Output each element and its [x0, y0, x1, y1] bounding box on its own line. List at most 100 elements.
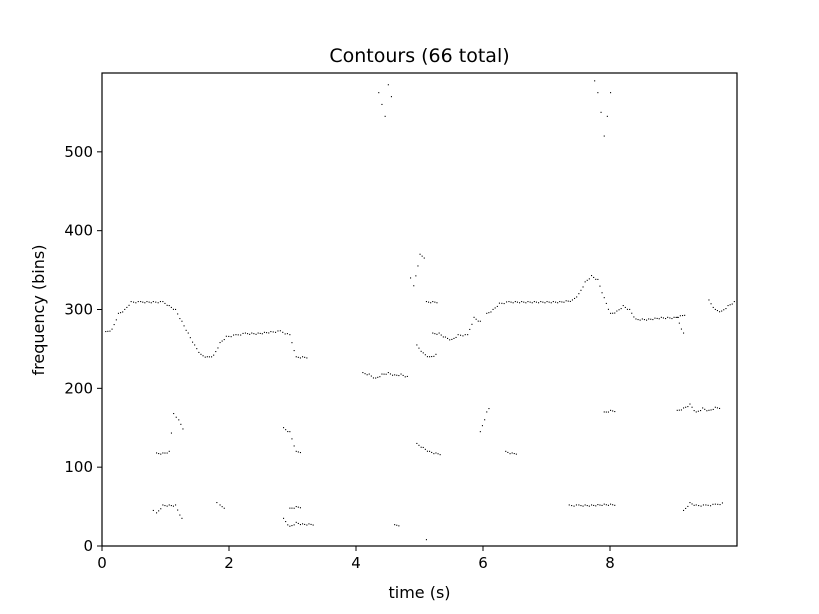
contour-point [242, 332, 244, 334]
contour-point [158, 453, 160, 455]
contour-point [544, 302, 546, 304]
contour-point [177, 509, 179, 511]
contour-point [527, 301, 529, 303]
contour-point [712, 408, 714, 410]
contour-point [691, 406, 693, 408]
contour-point [257, 332, 259, 334]
contour-point [511, 452, 513, 454]
contour-point [567, 300, 569, 302]
y-axis-label: frequency (bins) [29, 245, 48, 376]
contour-point [462, 335, 464, 337]
contour-point [164, 302, 166, 304]
contour-point [432, 301, 434, 303]
contour-point [683, 509, 685, 511]
contour-point [729, 304, 731, 306]
contour-point [172, 505, 174, 507]
contour-point [603, 411, 605, 413]
contour-point [707, 504, 709, 506]
contour-point [425, 539, 427, 541]
contour-16 [479, 408, 490, 433]
contour-point [479, 431, 481, 433]
contour-25 [708, 299, 735, 313]
contour-point [626, 308, 628, 310]
contour-point [180, 423, 182, 425]
contour-7 [289, 506, 301, 509]
contour-point [270, 331, 272, 333]
contour-3 [152, 504, 183, 519]
contour-14 [416, 442, 441, 456]
contour-point [507, 451, 509, 453]
contour-point [496, 305, 498, 307]
contour-point [157, 302, 159, 304]
contour-point [432, 332, 434, 334]
contour-point [679, 315, 681, 317]
contour-point [599, 504, 601, 506]
contour-point [639, 319, 641, 321]
y-tick-label: 0 [83, 537, 93, 555]
contour-point [431, 451, 433, 453]
contour-point [364, 373, 366, 375]
contour-point [481, 425, 483, 427]
contour-point [457, 334, 459, 336]
contour-point [283, 517, 285, 519]
contour-point [453, 337, 455, 339]
contour-point [202, 355, 204, 357]
contour-point [299, 507, 301, 509]
contour-point [383, 373, 385, 375]
contour-point [584, 281, 586, 283]
contour-point [620, 308, 622, 310]
x-tick-label: 2 [224, 554, 234, 572]
contour-point [289, 431, 291, 433]
contour-point [263, 331, 265, 333]
contour-point [168, 450, 170, 452]
contour-point [415, 275, 417, 277]
contour-point [673, 316, 675, 318]
contour-point [561, 301, 563, 303]
contour-point [196, 348, 198, 350]
contour-point [377, 376, 379, 378]
contour-point [578, 504, 580, 506]
contour-point [492, 308, 494, 310]
contour-point [635, 318, 637, 320]
contour-point [439, 454, 441, 456]
contour-point [159, 301, 161, 303]
contour-point [469, 328, 471, 330]
contour-point [580, 289, 582, 291]
contour-point [576, 296, 578, 298]
contour-point [170, 306, 172, 308]
contour-point [631, 312, 633, 314]
contour-point [471, 323, 473, 325]
contour-point [299, 524, 301, 526]
contour-point [166, 304, 168, 306]
contour-point [712, 503, 714, 505]
contour-point [402, 374, 404, 376]
contour-point [204, 356, 206, 358]
contour-point [156, 452, 158, 454]
contour-point [486, 411, 488, 413]
contour-point [436, 302, 438, 304]
contour-point [593, 276, 595, 278]
contour-point [156, 512, 158, 514]
contour-point [304, 356, 306, 358]
contour-point [396, 524, 398, 526]
contour-point [310, 523, 312, 525]
plot-area-frame [101, 72, 738, 547]
contour-point [177, 313, 179, 315]
contour-point [109, 330, 111, 332]
contour-point [215, 351, 217, 353]
contour-point [595, 278, 597, 280]
contour-point [594, 80, 596, 82]
contour-point [607, 504, 609, 506]
contour-point [438, 332, 440, 334]
contour-point [142, 301, 144, 303]
contour-point [516, 301, 518, 303]
contour-point [467, 334, 469, 336]
contour-point [490, 311, 492, 313]
contour-1 [105, 301, 308, 359]
contour-point [421, 255, 423, 257]
contour-point [297, 451, 299, 453]
contour-point [166, 452, 168, 454]
contour-point [181, 517, 183, 519]
contour-point [287, 431, 289, 433]
contour-point [658, 318, 660, 320]
